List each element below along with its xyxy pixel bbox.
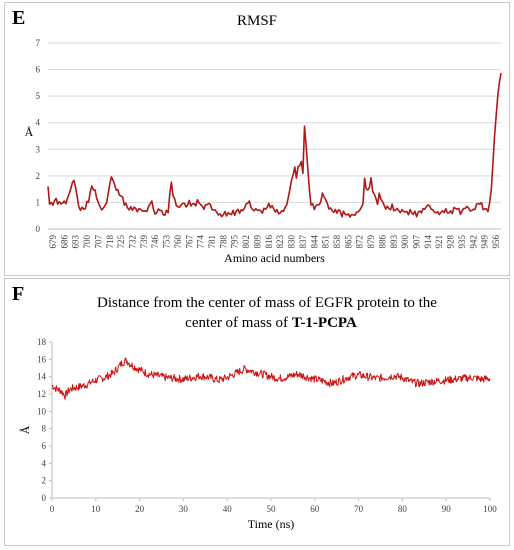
rmsf-x-tick-label: 746 xyxy=(150,235,160,249)
rmsf-x-tick-label: 907 xyxy=(411,235,421,249)
distance-panel: F Distance from the center of mass of EG… xyxy=(4,278,510,546)
rmsf-x-tick-label: 942 xyxy=(468,235,478,249)
distance-x-tick-label: 40 xyxy=(223,504,233,514)
rmsf-x-tick-label: 921 xyxy=(434,235,444,249)
rmsf-x-tick-label: 837 xyxy=(298,235,308,249)
panel-letter-f: F xyxy=(12,283,25,305)
distance-x-tick-label: 90 xyxy=(442,504,452,514)
distance-x-tick-label: 50 xyxy=(267,504,277,514)
rmsf-y-tick-label: 2 xyxy=(36,171,41,181)
distance-y-tick-label: 8 xyxy=(42,424,47,434)
rmsf-y-tick-label: 1 xyxy=(36,197,41,207)
rmsf-y-axis-label: Å xyxy=(25,125,34,139)
distance-x-axis-label: Time (ns) xyxy=(248,517,295,531)
distance-y-tick-label: 6 xyxy=(42,441,47,451)
distance-series-line xyxy=(52,357,491,400)
rmsf-x-tick-label: 949 xyxy=(480,235,490,249)
rmsf-y-tick-label: 6 xyxy=(36,65,41,75)
rmsf-x-tick-label: 788 xyxy=(218,235,228,249)
rmsf-x-tick-label: 886 xyxy=(377,235,387,249)
rmsf-x-tick-label: 956 xyxy=(491,235,501,249)
distance-x-tick-label: 30 xyxy=(179,504,189,514)
distance-y-tick-label: 2 xyxy=(42,476,47,486)
rmsf-x-tick-label: 700 xyxy=(82,235,92,249)
rmsf-panel: E RMSF 0 1 2 3 4 5 6 7 679 686 693 700 707 718 725 732 7… xyxy=(4,2,510,276)
distance-x-tick-label: 80 xyxy=(398,504,408,514)
rmsf-x-tick-label: 753 xyxy=(162,235,172,249)
rmsf-x-tick-label: 679 xyxy=(48,235,58,249)
rmsf-x-tick-label: 739 xyxy=(139,235,149,249)
rmsf-x-axis-label: Amino acid numbers xyxy=(224,251,325,265)
distance-x-tick-label: 70 xyxy=(354,504,364,514)
distance-y-tick-label: 16 xyxy=(37,354,47,364)
rmsf-x-tick-label: 900 xyxy=(400,235,410,249)
rmsf-x-tick-label: 809 xyxy=(252,235,262,249)
rmsf-x-tick-label: 893 xyxy=(389,235,399,249)
rmsf-x-tick-label: 795 xyxy=(230,235,240,249)
rmsf-x-tick-label: 781 xyxy=(207,235,217,249)
panel-letter-e: E xyxy=(12,7,26,29)
rmsf-x-tick-label: 844 xyxy=(309,235,319,249)
distance-chart-title-line2: center of mass of T-1-PCPA xyxy=(5,315,514,332)
rmsf-x-tick-label: 718 xyxy=(105,235,115,249)
rmsf-x-tick-label: 914 xyxy=(423,235,433,249)
distance-y-tick-label: 10 xyxy=(37,406,47,416)
rmsf-x-tick-label: 935 xyxy=(457,235,467,249)
distance-y-tick-label: 18 xyxy=(37,337,47,347)
distance-x-tick-label: 100 xyxy=(483,504,497,514)
rmsf-x-tick-label: 858 xyxy=(332,235,342,249)
rmsf-y-tick-label: 0 xyxy=(36,224,41,234)
rmsf-x-tick-label: 872 xyxy=(355,235,365,249)
rmsf-x-tick-label: 816 xyxy=(264,235,274,249)
distance-x-tick-label: 0 xyxy=(50,504,55,514)
rmsf-x-tick-label: 865 xyxy=(343,235,353,249)
rmsf-x-tick-label: 830 xyxy=(287,235,297,249)
rmsf-x-tick-label: 725 xyxy=(116,235,126,249)
rmsf-y-tick-label: 4 xyxy=(36,118,41,128)
rmsf-y-tick-label: 7 xyxy=(36,38,41,48)
distance-y-tick-label: 12 xyxy=(37,389,46,399)
rmsf-x-tick-label: 802 xyxy=(241,235,251,249)
rmsf-x-tick-label: 686 xyxy=(59,235,69,249)
rmsf-x-tick-label: 707 xyxy=(93,235,103,249)
rmsf-x-tick-label: 851 xyxy=(321,235,331,249)
distance-y-tick-label: 14 xyxy=(37,372,47,382)
rmsf-y-tick-label: 3 xyxy=(36,144,41,154)
rmsf-x-tick-label: 760 xyxy=(173,235,183,249)
rmsf-x-tick-label: 823 xyxy=(275,235,285,249)
distance-y-axis-label: Å xyxy=(18,425,32,434)
rmsf-x-tick-label: 879 xyxy=(366,235,376,249)
rmsf-chart-title: RMSF xyxy=(236,13,278,29)
distance-chart-title-compound: T-1-PCPA xyxy=(291,315,357,331)
distance-x-tick-label: 20 xyxy=(135,504,145,514)
distance-chart-title-prefix: center of mass of xyxy=(185,315,292,331)
distance-x-tick-label: 10 xyxy=(91,504,101,514)
distance-x-tick-label: 60 xyxy=(310,504,320,514)
distance-chart: 0 2 4 6 8 10 12 14 16 18 0 10 20 30 40 50 60 70 80 90 100 Tim… xyxy=(18,337,497,531)
rmsf-chart: 0 1 2 3 4 5 6 7 679 686 693 700 707 718 725 732 739 746 75… xyxy=(25,38,502,265)
distance-y-tick-label: 4 xyxy=(42,458,47,468)
distance-chart-title-line1: Distance from the center of mass of EGFR… xyxy=(97,295,437,311)
rmsf-series-line xyxy=(47,72,502,218)
distance-y-tick-label: 0 xyxy=(42,493,47,503)
rmsf-x-tick-label: 928 xyxy=(446,235,456,249)
rmsf-x-tick-label: 767 xyxy=(184,235,194,249)
rmsf-y-tick-label: 5 xyxy=(36,91,41,101)
rmsf-x-tick-label: 693 xyxy=(71,235,81,249)
rmsf-x-tick-label: 774 xyxy=(196,235,206,249)
rmsf-x-tick-label: 732 xyxy=(128,235,138,249)
